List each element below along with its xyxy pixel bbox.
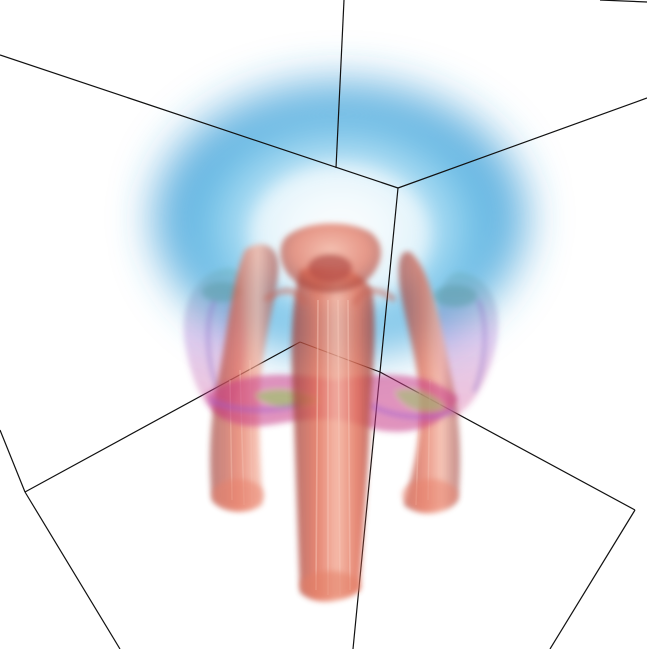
top-cap (263, 223, 397, 307)
central-column (291, 266, 375, 602)
